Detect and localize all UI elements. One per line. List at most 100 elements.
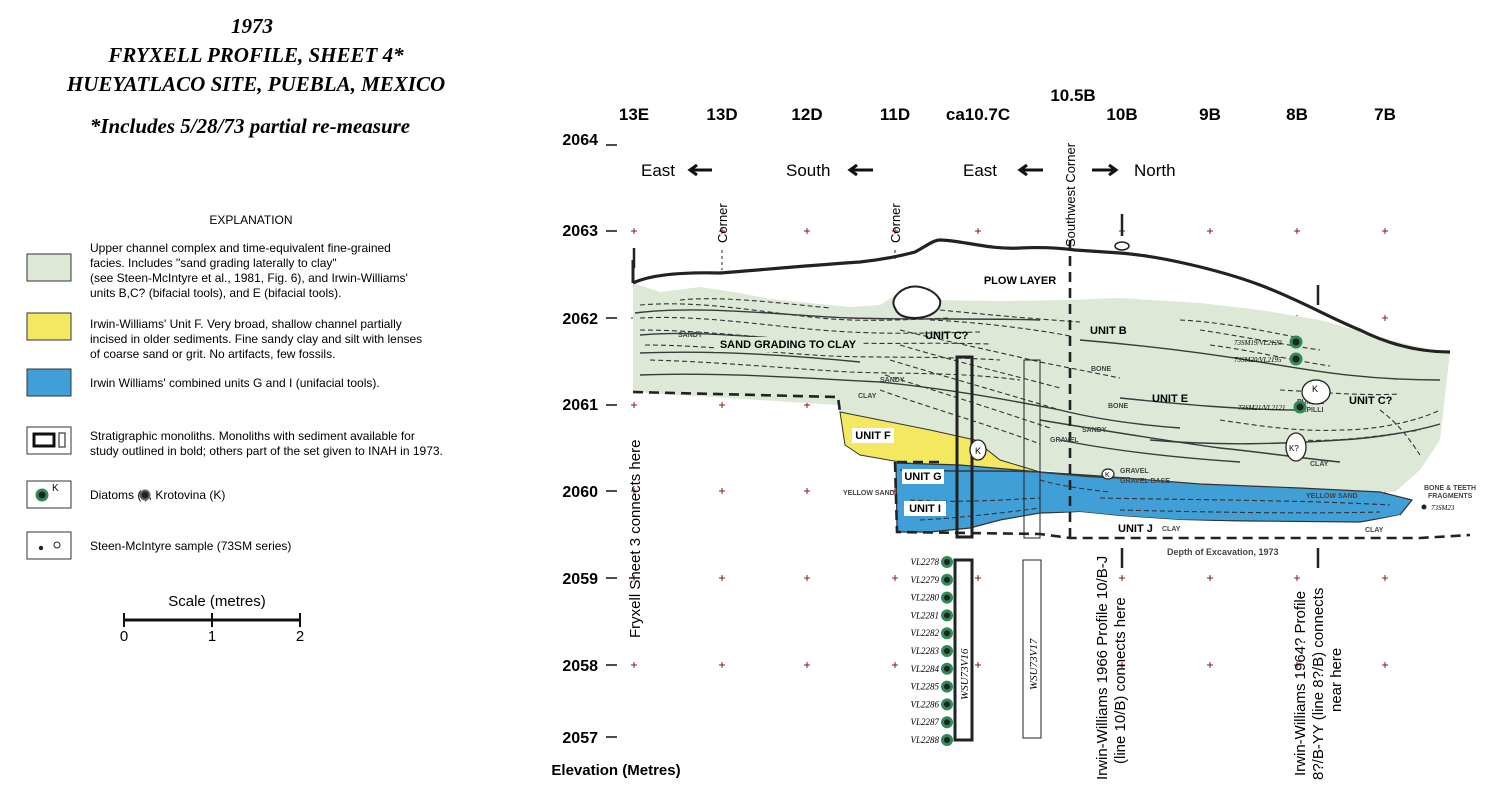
legend-swatch-unit-gi: [26, 368, 72, 397]
diatom-icon: [941, 680, 953, 693]
diatom-icon: [35, 488, 49, 502]
sample-open-icon: [53, 541, 61, 549]
direction-east-1: East: [641, 161, 675, 180]
legend-swatch-unit-f: [26, 312, 72, 341]
diatom-sample-label: VL2283: [910, 646, 939, 656]
elevation-tick-2062: 2062: [562, 311, 598, 328]
grid-plus-mark: [975, 575, 981, 581]
legend: EXPLANATION Upper channel complex and ti…: [26, 213, 443, 560]
diatom-icon: [941, 734, 953, 746]
grid-plus-mark: [804, 228, 810, 234]
elevation-axis-label: Elevation (Metres): [551, 762, 680, 779]
grid-plus-mark: [804, 488, 810, 494]
legend-item-sample: Steen-McIntyre sample (73SM series): [90, 539, 291, 553]
unit-j: [1040, 512, 1412, 537]
legend-item-unit-f: Irwin-Williams' Unit F. Very broad, shal…: [90, 317, 426, 361]
upper-channel-complex: [633, 283, 1450, 492]
grid-plus-mark: [1119, 575, 1125, 581]
scale-tick-1: 1: [208, 628, 216, 645]
grid-plus-mark: [631, 488, 637, 494]
grid-plus-mark: [804, 575, 810, 581]
scale-bar: Scale (metres) 0 1 2: [120, 593, 304, 645]
sample-dot-icon: [38, 545, 44, 551]
title-line2: HUEYATLACO SITE, PUEBLA, MEXICO: [66, 72, 445, 96]
grid-plus-mark: [1382, 662, 1388, 668]
diatom-icon: [1289, 352, 1303, 366]
grid-plus-mark: [804, 662, 810, 668]
diatom-icon: [941, 698, 953, 711]
label-gravel-base: GRAVEL BASE: [1120, 478, 1170, 485]
small-labels: SANDY SANDY CLAY BONE BONE SANDY GRAVEL …: [678, 332, 1476, 557]
grid-col-13e: 13E: [619, 105, 649, 124]
grid-plus-mark: [719, 488, 725, 494]
label-unit-b: UNIT B: [1090, 325, 1127, 337]
label-unit-g: UNIT G: [904, 471, 941, 483]
diatom-icon: [941, 662, 953, 675]
label-yellow-sand-2: YELLOW SAND: [1306, 493, 1358, 500]
ground-surface: [632, 238, 1451, 354]
grid-plus-mark: [719, 662, 725, 668]
grid-plus-mark: [892, 228, 898, 234]
label-bone-2: BONE: [1108, 403, 1129, 410]
grid-plus-mark: [631, 662, 637, 668]
sample-dot-icon: [1421, 504, 1427, 510]
label-sand-grading: SAND GRADING TO CLAY: [720, 339, 857, 351]
grid-columns: 13E 13D 12D 11D ca10.7C 10.5B 10B 9B 8B …: [619, 86, 1396, 124]
arrow-right-icon: [1092, 163, 1119, 177]
direction-labels: East South East North: [641, 161, 1176, 180]
grid-plus-mark: [892, 575, 898, 581]
grid-col-ca107c: ca10.7C: [946, 105, 1010, 124]
direction-south: South: [786, 161, 830, 180]
grid-plus-mark: [1294, 575, 1300, 581]
label-sandy-1: SANDY: [678, 332, 703, 339]
connection-iw1964-line2: 8?/B-YY (line 8?/B) connects: [1310, 588, 1327, 780]
grid-plus-mark: [631, 228, 637, 234]
elevation-tick-2063: 2063: [562, 223, 598, 240]
label-sandy-2: SANDY: [880, 377, 905, 384]
monolith-label-v16: WSU73V16: [959, 648, 971, 700]
marker-oval: [1114, 241, 1130, 251]
label-bone-1: BONE: [1091, 366, 1112, 373]
grid-plus-mark: [1294, 662, 1300, 668]
monolith-wsu73v16: [953, 558, 974, 742]
label-yellow-sand-1: YELLOW SAND: [843, 490, 895, 497]
svg-text:K: K: [975, 446, 981, 456]
label-gravel-2: GRAVEL: [1120, 468, 1149, 475]
title-note: *Includes 5/28/73 partial re-measure: [90, 114, 410, 138]
diatom-icon: [941, 556, 953, 568]
unit-labels: PLOW LAYER SAND GRADING TO CLAY UNIT C? …: [714, 272, 1393, 535]
monolith-bold-icon: [32, 432, 56, 448]
label-unit-f: UNIT F: [855, 430, 891, 442]
legend-swatch-sample: [26, 531, 72, 560]
svg-text:K?: K?: [1289, 444, 1299, 453]
krotovina-icon: K: [52, 483, 59, 494]
krotovina-icon: [1285, 432, 1307, 462]
grid-col-10b: 10B: [1106, 105, 1137, 124]
diatom-icon: [941, 573, 953, 586]
legend-swatch-diatom: [26, 480, 72, 509]
legend-item-unit-gi: Irwin Williams' combined units G and I (…: [90, 376, 380, 390]
grid-plus-mark: [1207, 662, 1213, 668]
scale-tick-0: 0: [120, 628, 128, 645]
label-unit-e: UNIT E: [1152, 393, 1188, 405]
grid-col-7b: 7B: [1374, 105, 1396, 124]
diatom-sample-label: VL2284: [910, 664, 939, 674]
sample-73sm21: 73SM21/VL2121: [1238, 404, 1285, 412]
grid-plus-mark: [1382, 315, 1388, 321]
diatom-icon: [941, 609, 953, 622]
connection-iw1964-line1: Irwin-Williams 1964? Profile: [1292, 591, 1309, 776]
diatom-icon: [941, 627, 953, 640]
label-clay-4: CLAY: [1365, 527, 1384, 534]
monolith-thin-icon: [58, 432, 66, 448]
diatom-icon: [941, 645, 953, 657]
diatom-sample-label: VL2285: [910, 682, 939, 692]
label-clay-2: CLAY: [1310, 461, 1329, 468]
grid-plus-mark: [1294, 228, 1300, 234]
diatom-sample-label: VL2279: [910, 575, 939, 585]
label-clay-3: CLAY: [1162, 526, 1181, 533]
elevation-tick-2057: 2057: [562, 730, 598, 747]
label-unit-i: UNIT I: [909, 503, 941, 515]
arrow-left-icon: [1017, 163, 1043, 177]
grid-plus-mark: [631, 575, 637, 581]
grid-plus-mark: [719, 228, 725, 234]
